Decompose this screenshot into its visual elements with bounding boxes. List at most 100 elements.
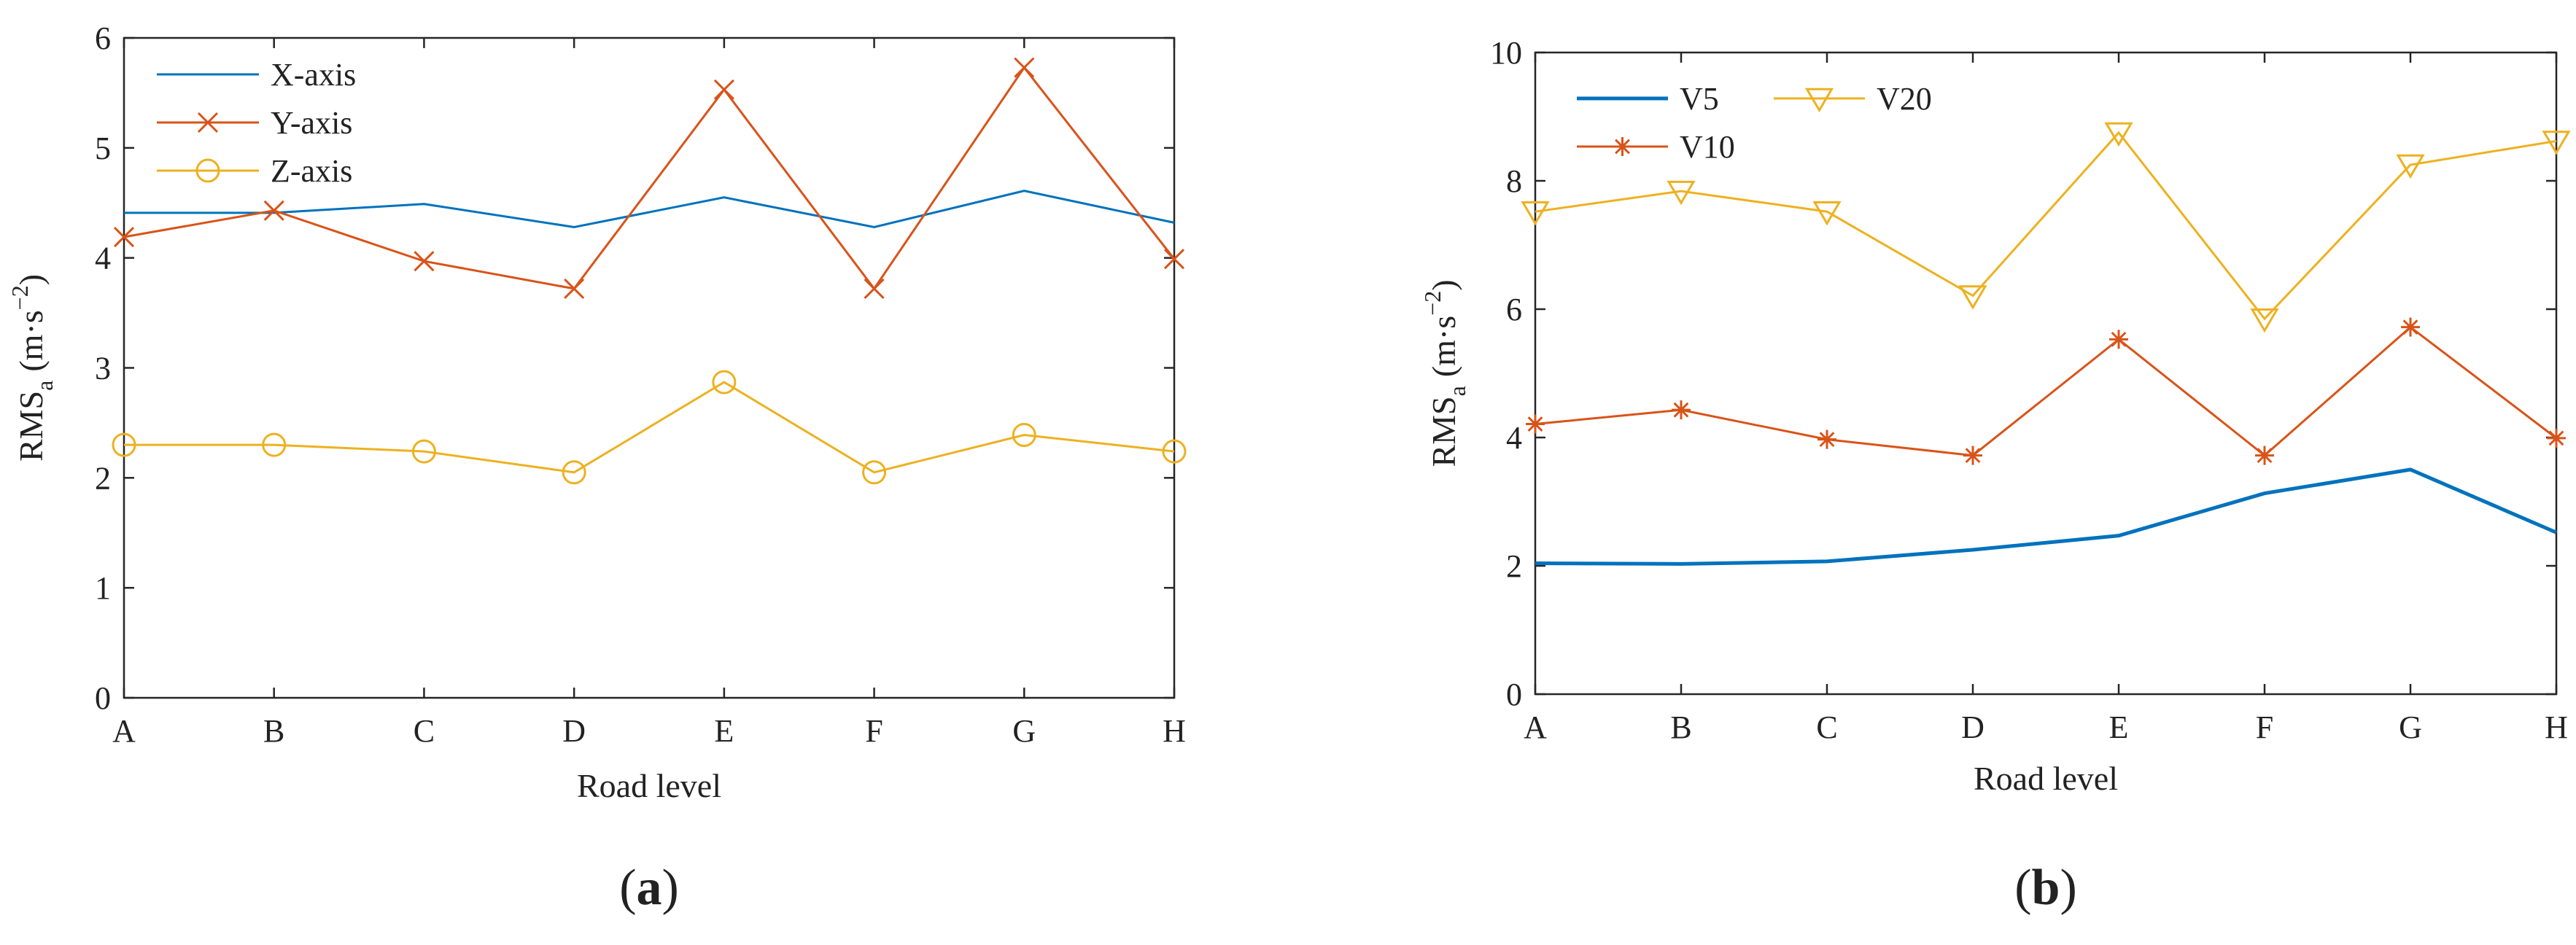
legend-marker [1804, 88, 1834, 113]
y-tick-label: 3 [95, 351, 111, 386]
y-axis-label-close: ) [12, 274, 50, 285]
data-point-marker [1163, 249, 1185, 270]
x-tick-label: B [1670, 709, 1691, 745]
y-axis-label-exp: −2 [7, 285, 33, 310]
y-tick-label: 10 [1490, 35, 1522, 71]
chart-panel-b: 0 2 4 6 8 10 A B C D E F G H Road level RMSa (m·s−2) V5 V1… [1419, 35, 2571, 916]
series-line [123, 66, 1176, 291]
legend: X-axis Y-axis Z-axis [157, 57, 356, 189]
data-point-marker [1667, 180, 1696, 206]
legend-entry: X-axis [157, 57, 356, 93]
data-point-marker [1963, 446, 1982, 465]
data-point-marker [263, 200, 284, 221]
data-point-marker [1014, 57, 1035, 78]
data-point-marker [862, 460, 887, 485]
x-tick-label: B [263, 713, 284, 749]
plot-frame [1534, 51, 2558, 696]
panel-label-letter: a [637, 860, 662, 916]
x-tick-label: C [1816, 709, 1837, 745]
data-point-marker [713, 79, 734, 100]
legend-entry: V10 [1577, 129, 1735, 165]
y-tick-label: 0 [1506, 677, 1522, 712]
data-point-marker [1012, 423, 1036, 448]
data-point-marker [2396, 154, 2425, 179]
legend-label: X-axis [271, 57, 356, 93]
y-tick-label: 4 [1506, 420, 1522, 456]
data-point-marker [564, 278, 585, 299]
data-point-marker [2250, 308, 2279, 333]
data-point-marker [1958, 285, 1987, 310]
y-tick-label: 2 [95, 460, 111, 496]
x-tick-label: H [1163, 713, 1186, 749]
legend-marker [195, 158, 220, 183]
data-point-marker [1526, 414, 1545, 434]
y-axis-label-sub: a [1444, 386, 1470, 396]
x-tick-label: D [562, 713, 586, 749]
legend-entry: V5 [1577, 81, 1719, 117]
data-point-marker [2542, 131, 2571, 155]
panel-label-close: ) [662, 860, 679, 916]
legend-label: V10 [1680, 129, 1735, 165]
series-line [1535, 467, 2557, 566]
series-line [124, 381, 1175, 474]
legend-entry: V20 [1774, 81, 1932, 117]
data-point-marker [2547, 428, 2566, 448]
y-tick-label: 1 [95, 570, 111, 606]
y-axis-label-main: RMS [1425, 396, 1462, 467]
data-point-marker [2401, 317, 2420, 337]
series-z-axis [112, 370, 1187, 485]
legend-label: Y-axis [271, 105, 352, 141]
y-tick-label: 4 [95, 241, 111, 276]
data-point-marker [411, 439, 436, 464]
x-tick-label: E [2109, 709, 2129, 745]
panel-label: (b) [2014, 860, 2077, 916]
data-point-marker [2109, 330, 2128, 349]
x-tick-label: F [2256, 709, 2273, 745]
data-point-marker [1521, 201, 1550, 226]
y-tick-label: 5 [95, 131, 111, 166]
legend: V5 V10 V20 [1577, 81, 1932, 165]
series-v20 [1521, 122, 2571, 333]
data-point-marker [712, 370, 737, 394]
data-point-marker [262, 432, 287, 457]
y-axis-label: RMSa (m·s−2) [1419, 279, 1470, 467]
series-line [1535, 131, 2557, 321]
x-tick-label: A [1524, 709, 1547, 745]
data-point-marker [112, 432, 136, 457]
y-tick-label: 0 [95, 680, 111, 716]
data-point-marker [2255, 446, 2274, 465]
data-point-marker [1162, 439, 1187, 464]
legend-label: V5 [1680, 81, 1719, 117]
y-tick-label: 8 [1506, 163, 1522, 199]
y-axis-label-exp: −2 [1419, 291, 1446, 316]
series-v5 [1535, 467, 2557, 566]
x-tick-label: E [714, 713, 734, 749]
legend-entry: Y-axis [157, 105, 352, 141]
data-point-marker [113, 226, 135, 248]
y-axis-label-units: (m·s [12, 310, 50, 371]
legend-label: V20 [1877, 81, 1932, 117]
data-point-marker [1672, 400, 1691, 420]
data-point-marker [864, 278, 885, 299]
series-v10 [1526, 317, 2566, 465]
data-point-marker [1812, 201, 1842, 226]
x-tick-label: A [112, 713, 136, 749]
data-point-marker [1817, 429, 1836, 449]
legend-label: Z-axis [271, 153, 352, 189]
y-axis-label-sub: a [31, 381, 58, 391]
panel-label: (a) [619, 860, 679, 916]
y-axis-label: RMSa (m·s−2) [7, 274, 58, 462]
y-tick-label: 6 [95, 20, 111, 56]
x-axis-label: Road level [1974, 760, 2118, 797]
x-tick-label: H [2545, 709, 2568, 745]
x-tick-label: F [865, 713, 882, 749]
panel-label-close: ) [2060, 860, 2076, 916]
series-y-axis [113, 57, 1185, 299]
x-tick-label: G [2399, 709, 2422, 745]
x-tick-label: D [1961, 709, 1985, 745]
x-axis-label: Road level [577, 767, 721, 804]
legend-marker [197, 112, 219, 133]
x-tick-label: G [1012, 713, 1036, 749]
